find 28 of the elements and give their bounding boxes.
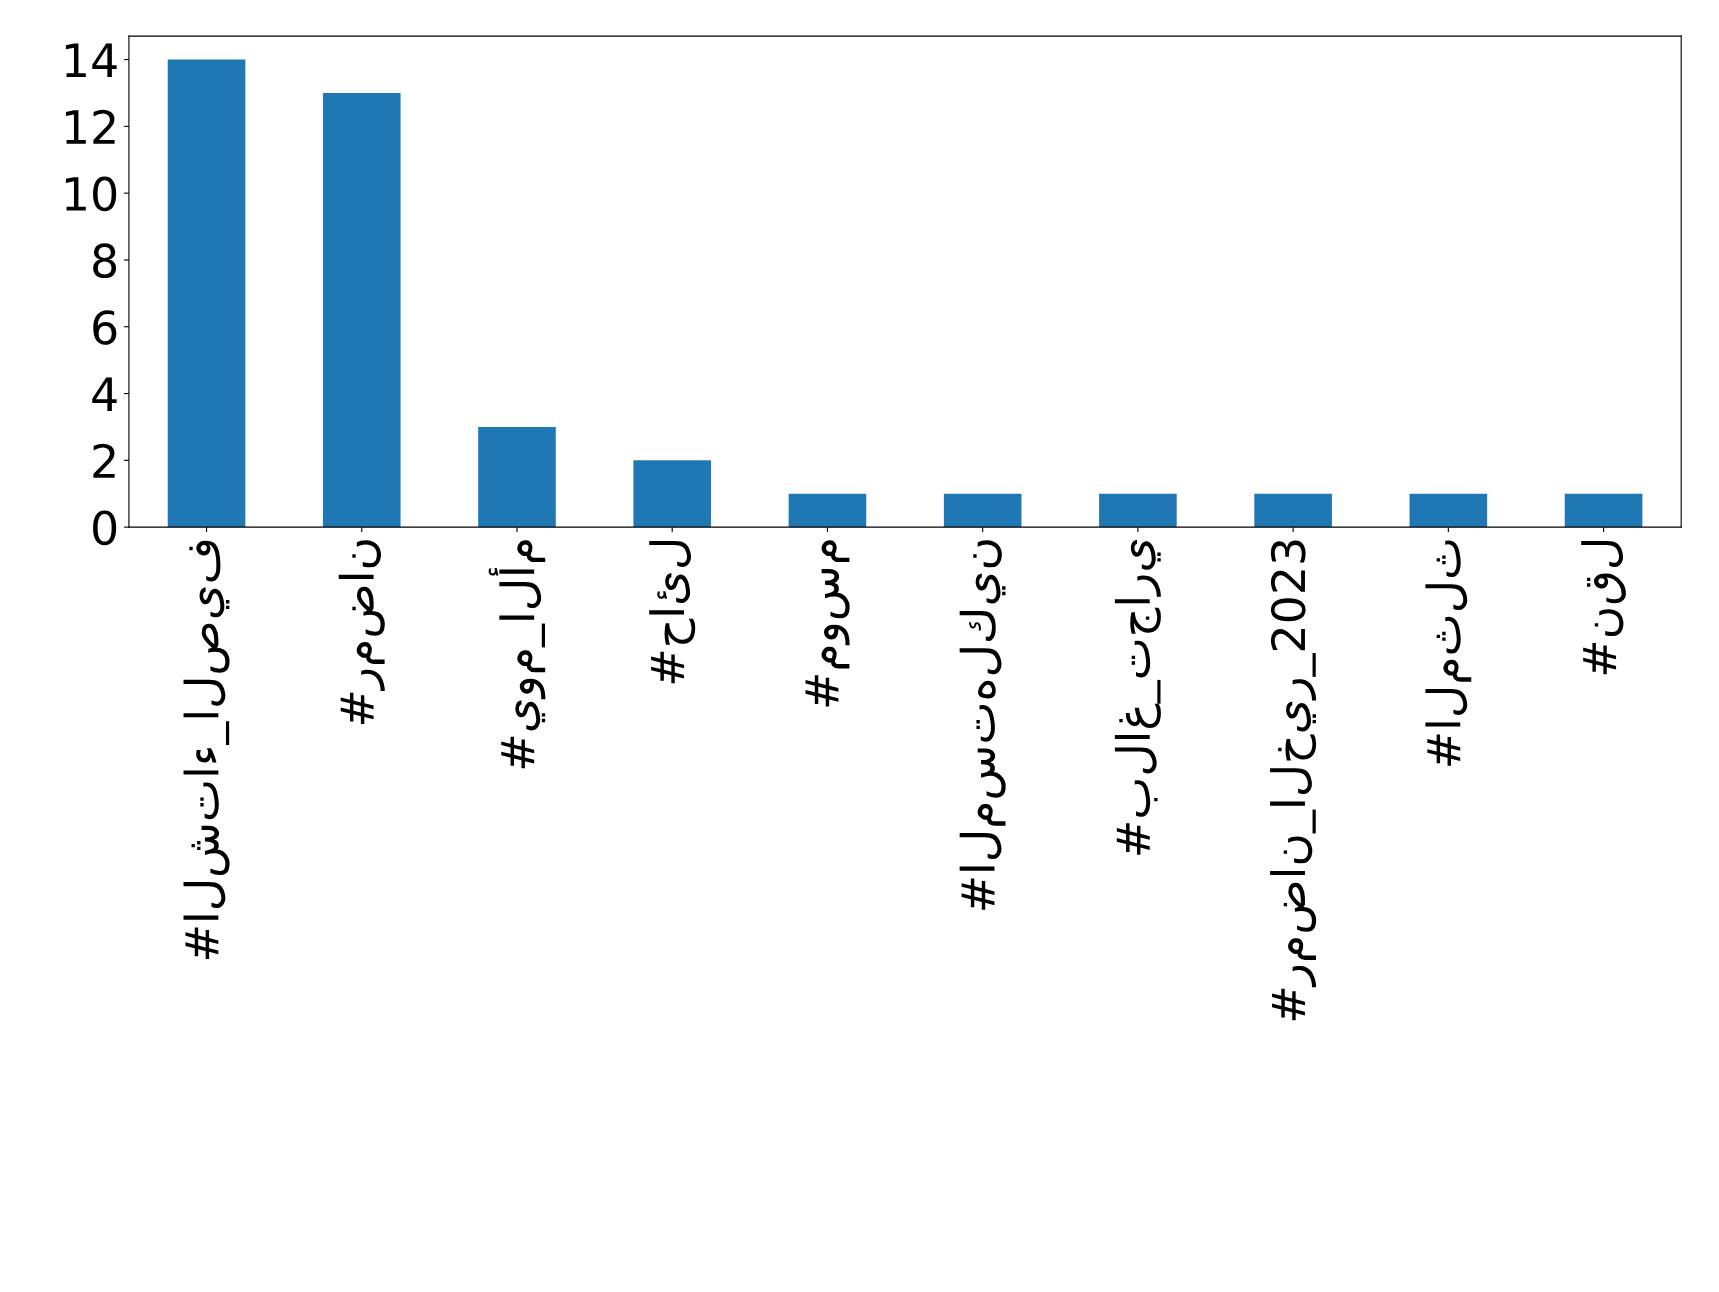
x-tick-label: #بلاغ_تجاري <box>1114 539 1161 855</box>
x-tick-label: #المثلث <box>1425 540 1472 766</box>
bar <box>1564 493 1643 528</box>
x-tick-label: #رمضان_الخير_2023 <box>1270 540 1317 1021</box>
bar <box>1254 493 1332 528</box>
x-tick-label: #رمضان <box>338 540 385 725</box>
x-tick-label: #المستهلكين <box>959 540 1006 910</box>
y-tick-label: 12 <box>65 109 115 144</box>
bar <box>633 460 712 528</box>
bar <box>943 493 1022 528</box>
y-tick-label: 2 <box>93 443 115 478</box>
y-tick-label: 6 <box>93 310 117 345</box>
bar <box>1409 493 1488 528</box>
y-tick-label: 10 <box>65 176 117 212</box>
x-tick-label: #الشتاء_الصيف <box>183 540 230 959</box>
y-tick-label: 8 <box>93 243 117 279</box>
y-tick-label: 0 <box>93 510 117 546</box>
bar <box>478 426 556 528</box>
y-tick-label: 14 <box>65 43 117 77</box>
y-tick-label: 4 <box>92 377 117 411</box>
x-tick-label: #حائل <box>649 540 696 684</box>
x-tick-label: #نقل <box>1581 540 1626 675</box>
x-tick-label: #يوم_الأم <box>488 540 546 769</box>
bar <box>1099 493 1177 528</box>
x-tick-label: #موسم <box>805 540 850 707</box>
bar <box>788 493 867 528</box>
bar <box>167 59 246 528</box>
bar <box>322 92 401 528</box>
